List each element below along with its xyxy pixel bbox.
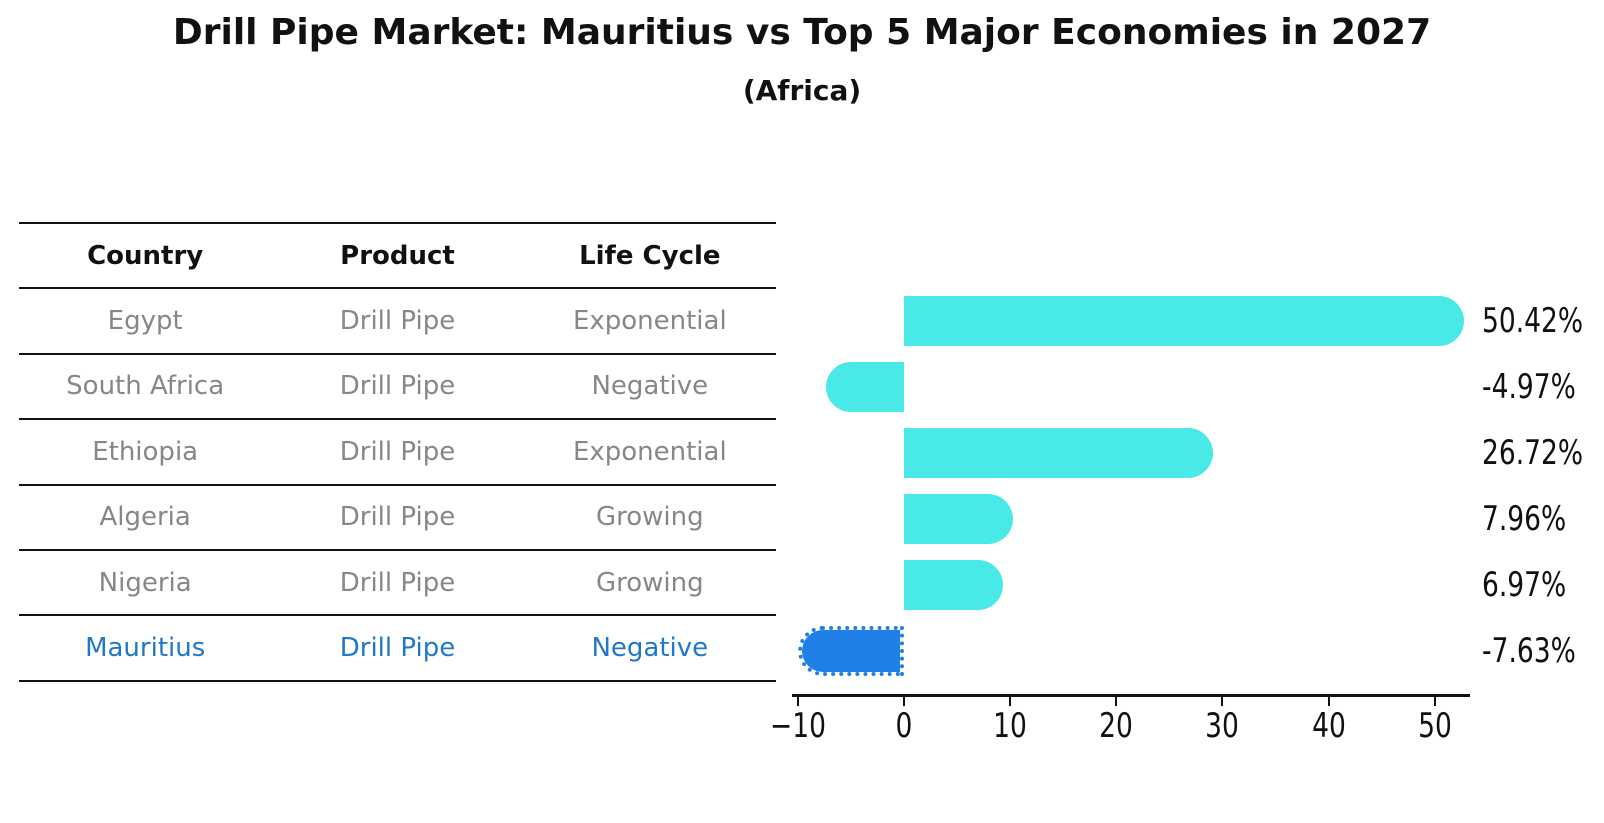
- bar-value-label-south-africa: -4.97%: [1482, 367, 1576, 407]
- cell-life-cycle: Exponential: [572, 306, 727, 337]
- x-tick-label: 40: [1311, 706, 1346, 746]
- x-tick-label: 10: [993, 706, 1028, 746]
- bar-egypt: [903, 296, 1465, 346]
- cell-product: Drill Pipe: [339, 436, 456, 467]
- cell-country: Ethiopia: [92, 436, 199, 467]
- cell-product: Drill Pipe: [339, 633, 456, 664]
- cell-life-cycle: Growing: [595, 502, 704, 533]
- bar-value-label-egypt: 50.42%: [1482, 301, 1584, 341]
- column-header-product: Product: [340, 240, 455, 271]
- cell-product: Drill Pipe: [339, 567, 456, 598]
- bar-value-label-nigeria: 6.97%: [1482, 565, 1567, 605]
- x-tick-label: 20: [1099, 706, 1134, 746]
- table-row-south-africa: South Africa Drill Pipe Negative: [19, 355, 776, 421]
- x-tick-mark: [796, 696, 799, 706]
- cell-country: Egypt: [107, 306, 183, 337]
- bar-south-africa: [826, 362, 904, 412]
- column-header-life-cycle: Life Cycle: [579, 240, 721, 271]
- bar-value-label-ethiopia: 26.72%: [1482, 433, 1584, 473]
- table-row-algeria: Algeria Drill Pipe Growing: [19, 486, 776, 551]
- x-tick-label: 30: [1205, 706, 1240, 746]
- chart-title: Drill Pipe Market: Mauritius vs Top 5 Ma…: [172, 12, 1432, 53]
- column-header-country: Country: [87, 240, 204, 271]
- table-row-nigeria: Nigeria Drill Pipe Growing: [19, 551, 776, 617]
- bar-algeria: [903, 494, 1014, 544]
- x-tick-label: 0: [895, 706, 913, 746]
- bar-nigeria: [903, 560, 1003, 610]
- x-tick-label: 50: [1417, 706, 1452, 746]
- x-tick-mark: [1221, 696, 1224, 706]
- cell-product: Drill Pipe: [339, 306, 456, 337]
- cell-product: Drill Pipe: [339, 371, 456, 402]
- x-tick-label: −10: [769, 706, 826, 746]
- cell-product: Drill Pipe: [339, 502, 456, 533]
- cell-country: Nigeria: [98, 567, 192, 598]
- cell-life-cycle: Growing: [595, 567, 704, 598]
- bar-value-label-algeria: 7.96%: [1482, 499, 1567, 539]
- cell-life-cycle: Negative: [591, 371, 709, 402]
- x-axis-line: [792, 694, 1470, 697]
- table-row-ethiopia: Ethiopia Drill Pipe Exponential: [19, 420, 776, 486]
- bar-chart: −10 0 10 20 30 40 50 50.42% -4.97% 26.72% 7.96% 6.…: [770, 285, 1583, 746]
- bar-value-label-mauritius: -7.63%: [1482, 631, 1576, 671]
- bar-mauritius: [797, 626, 904, 676]
- country-table: Country Product Life Cycle Egypt Drill P…: [19, 222, 776, 682]
- x-tick-mark: [1433, 696, 1436, 706]
- cell-life-cycle: Negative: [591, 633, 709, 664]
- x-tick-mark: [902, 696, 905, 706]
- table-header-row: Country Product Life Cycle: [19, 224, 776, 290]
- chart-subtitle: (Africa): [742, 74, 862, 107]
- cell-country: South Africa: [66, 371, 225, 402]
- cell-country: Algeria: [99, 502, 191, 533]
- x-tick-mark: [1115, 696, 1118, 706]
- table-row-egypt: Egypt Drill Pipe Exponential: [19, 289, 776, 355]
- x-tick-mark: [1009, 696, 1012, 706]
- table-row-mauritius: Mauritius Drill Pipe Negative: [19, 616, 776, 682]
- cell-life-cycle: Exponential: [572, 436, 727, 467]
- cell-country: Mauritius: [85, 633, 206, 664]
- bar-ethiopia: [903, 428, 1213, 478]
- x-tick-mark: [1327, 696, 1330, 706]
